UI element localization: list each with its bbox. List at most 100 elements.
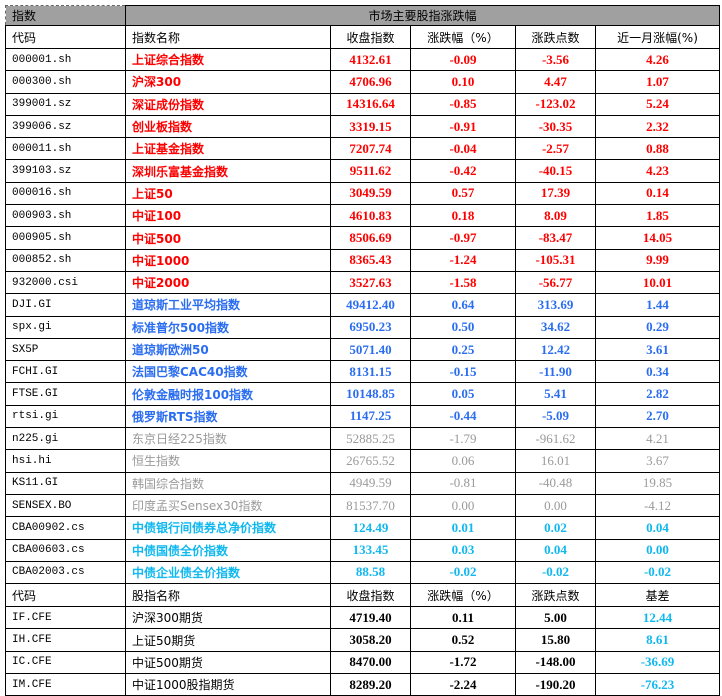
index-name: 道琼斯欧洲50 bbox=[125, 337, 331, 362]
change-pct: -0.91 bbox=[410, 114, 516, 139]
index-code: CBA00902.cs bbox=[5, 516, 126, 540]
futures-name: 上证50期货 bbox=[125, 628, 331, 652]
change-pct: -0.04 bbox=[410, 137, 516, 161]
close-value: 4610.83 bbox=[330, 204, 411, 228]
index-name: 上证综合指数 bbox=[125, 47, 331, 72]
col-pct: 涨跌幅（%） bbox=[410, 25, 516, 49]
close-value: 5071.40 bbox=[330, 337, 411, 362]
change-pct: -0.42 bbox=[410, 159, 516, 183]
col-name: 指数名称 bbox=[125, 25, 331, 49]
close-value: 49412.40 bbox=[330, 293, 411, 317]
index-name: 深圳乐富基金指数 bbox=[125, 159, 331, 183]
index-row: 000905.sh 中证500 8506.69 -0.97 -83.47 14.05 bbox=[5, 226, 720, 250]
index-name: 中债银行间债券总净价指数 bbox=[125, 516, 331, 540]
month-change: 10.01 bbox=[595, 270, 720, 295]
index-row: 000016.sh 上证50 3049.59 0.57 17.39 0.14 bbox=[5, 181, 720, 206]
month-change: 2.32 bbox=[595, 114, 720, 139]
basis-value: 8.61 bbox=[595, 628, 720, 652]
change-points: -40.15 bbox=[515, 159, 596, 183]
change-pct: -1.72 bbox=[410, 650, 516, 675]
close-value: 6950.23 bbox=[330, 315, 411, 339]
month-change: 14.05 bbox=[595, 226, 720, 250]
futures-row: IC.CFE 中证500期货 8470.00 -1.72 -148.00 -36.69 bbox=[5, 650, 720, 675]
index-name: 中证100 bbox=[125, 204, 331, 228]
index-code: 000852.sh bbox=[5, 248, 126, 272]
index-row: 399001.sz 深证成份指数 14316.64 -0.85 -123.02 5.24 bbox=[5, 92, 720, 116]
change-points: 16.01 bbox=[515, 449, 596, 473]
change-points: 5.00 bbox=[515, 606, 596, 630]
index-code: 399001.sz bbox=[5, 92, 126, 116]
change-points: -3.56 bbox=[515, 47, 596, 72]
basis-value: -76.23 bbox=[595, 673, 720, 696]
change-points: -961.62 bbox=[515, 427, 596, 451]
index-code: rtsi.gi bbox=[5, 404, 126, 429]
change-pct: 0.25 bbox=[410, 337, 516, 362]
index-row: spx.gi 标准普尔500指数 6950.23 0.50 34.62 0.29 bbox=[5, 315, 720, 339]
month-change: 1.44 bbox=[595, 293, 720, 317]
index-code: 399103.sz bbox=[5, 159, 126, 183]
index-row: 000852.sh 中证1000 8365.43 -1.24 -105.31 9.99 bbox=[5, 248, 720, 272]
change-points: -30.35 bbox=[515, 114, 596, 139]
futures-col-pct: 涨跌幅（%） bbox=[410, 583, 516, 608]
change-pct: -0.02 bbox=[410, 560, 516, 585]
close-value: 3058.20 bbox=[330, 628, 411, 652]
month-change: 2.70 bbox=[595, 404, 720, 429]
index-code: 399006.sz bbox=[5, 114, 126, 139]
month-change: 5.24 bbox=[595, 92, 720, 116]
close-value: 8470.00 bbox=[330, 650, 411, 675]
change-pct: 0.64 bbox=[410, 293, 516, 317]
month-change: -4.12 bbox=[595, 493, 720, 518]
index-name: 沪深300 bbox=[125, 70, 331, 94]
index-row: SENSEX.BO 印度孟买Sensex30指数 81537.70 0.00 0.00-… bbox=[5, 493, 720, 518]
index-code: CBA02003.cs bbox=[5, 560, 126, 585]
index-name: 中证2000 bbox=[125, 270, 331, 295]
change-pct: -0.81 bbox=[410, 471, 516, 495]
month-change: 9.99 bbox=[595, 248, 720, 272]
index-row: n225.gi 东京日经225指数 52885.25 -1.79 -961.62 4.21 bbox=[5, 427, 720, 451]
change-points: 5.41 bbox=[515, 382, 596, 406]
index-name: 创业板指数 bbox=[125, 114, 331, 139]
index-row: KS11.GI 韩国综合指数 4949.59 -0.81 -40.48 19.85 bbox=[5, 471, 720, 495]
change-points: -5.09 bbox=[515, 404, 596, 429]
close-value: 9511.62 bbox=[330, 159, 411, 183]
index-row: 399006.sz 创业板指数 3319.15 -0.91 -30.35 2.32 bbox=[5, 114, 720, 139]
change-pct: 0.05 bbox=[410, 382, 516, 406]
index-row: CBA00902.cs 中债银行间债券总净价指数 124.49 0.01 0.02 0.0… bbox=[5, 516, 720, 540]
change-pct: -0.15 bbox=[410, 360, 516, 384]
index-row: rtsi.gi 俄罗斯RTS指数 1147.25 -0.44 -5.09 2.70 bbox=[5, 404, 720, 429]
change-pct: 0.57 bbox=[410, 181, 516, 206]
close-value: 4949.59 bbox=[330, 471, 411, 495]
close-value: 4132.61 bbox=[330, 47, 411, 72]
change-pct: -0.85 bbox=[410, 92, 516, 116]
close-value: 14316.64 bbox=[330, 92, 411, 116]
change-pct: 0.06 bbox=[410, 449, 516, 473]
month-change: 1.07 bbox=[595, 70, 720, 94]
index-row: 000903.sh 中证100 4610.83 0.18 8.09 1.85 bbox=[5, 204, 720, 228]
close-value: 81537.70 bbox=[330, 493, 411, 518]
change-points: 12.42 bbox=[515, 337, 596, 362]
futures-name: 中证500期货 bbox=[125, 650, 331, 675]
index-row: 932000.csi 中证2000 3527.63 -1.58 -56.77 10.01 bbox=[5, 270, 720, 295]
change-points: 8.09 bbox=[515, 204, 596, 228]
month-change: 19.85 bbox=[595, 471, 720, 495]
close-value: 26765.52 bbox=[330, 449, 411, 473]
change-points: -148.00 bbox=[515, 650, 596, 675]
index-code: spx.gi bbox=[5, 315, 126, 339]
index-code: FTSE.GI bbox=[5, 382, 126, 406]
month-change: 4.23 bbox=[595, 159, 720, 183]
close-value: 8506.69 bbox=[330, 226, 411, 250]
index-name: 上证基金指数 bbox=[125, 137, 331, 161]
futures-code: IF.CFE bbox=[5, 606, 126, 630]
index-name: 上证50 bbox=[125, 181, 331, 206]
month-change: -0.02 bbox=[595, 560, 720, 585]
index-code: DJI.GI bbox=[5, 293, 126, 317]
change-pct: 0.50 bbox=[410, 315, 516, 339]
index-name: 中债国债全价指数 bbox=[125, 538, 331, 562]
month-change: 3.61 bbox=[595, 337, 720, 362]
change-pct: 0.03 bbox=[410, 538, 516, 562]
change-points: -105.31 bbox=[515, 248, 596, 272]
index-row: CBA00603.cs 中债国债全价指数 133.45 0.03 0.04 0.00 bbox=[5, 538, 720, 562]
index-name: 中债企业债全价指数 bbox=[125, 560, 331, 585]
index-code: 000001.sh bbox=[5, 47, 126, 72]
index-name: 恒生指数 bbox=[125, 449, 331, 473]
